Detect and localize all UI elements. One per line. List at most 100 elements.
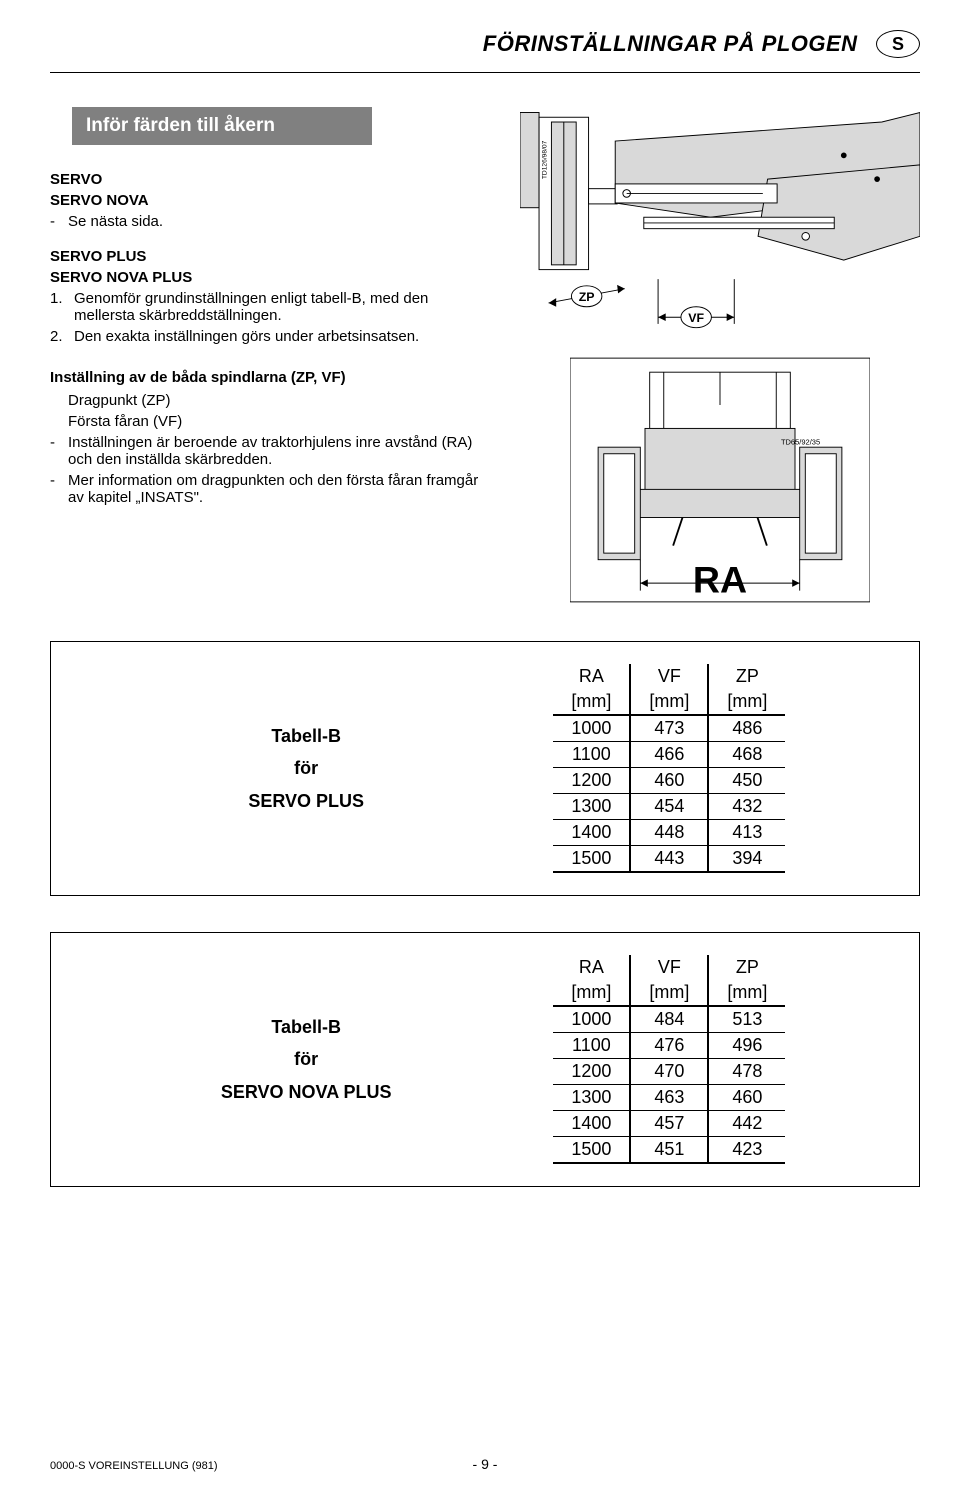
table-servo-plus-box: Tabell-B för SERVO PLUS RA VF ZP [mm] [m… [50, 641, 920, 896]
intro-line1: SERVO [50, 171, 492, 188]
th-zp: ZP [708, 664, 785, 689]
table-cell: 1400 [553, 1111, 630, 1137]
t2-title-l2: för [99, 1043, 513, 1075]
plow-diagram: ZP VF TD126/98/07 [520, 107, 920, 337]
table-cell: 513 [708, 1006, 785, 1033]
table-cell: 460 [708, 1085, 785, 1111]
plus-block: SERVO PLUS SERVO NOVA PLUS 1. Genomför g… [50, 248, 492, 345]
ra-label: RA [693, 559, 747, 601]
table-cell: 413 [708, 820, 785, 846]
table-cell: 1500 [553, 846, 630, 873]
plus-item2-text: Den exakta inställningen görs under arbe… [74, 328, 419, 345]
table-cell: 484 [630, 1006, 708, 1033]
tractor-diagram: TD65/92/35 RA [520, 355, 920, 605]
table-cell: 432 [708, 794, 785, 820]
table-cell: 1200 [553, 768, 630, 794]
t1-title-l2: för [99, 752, 513, 784]
header-rule [50, 72, 920, 73]
zp-label: ZP [579, 290, 595, 304]
intro-bullet: - [50, 213, 68, 230]
header-title: FÖRINSTÄLLNINGAR PÅ PLOGEN [483, 31, 858, 57]
t2-title-l3: SERVO NOVA PLUS [99, 1076, 513, 1108]
table-cell: 423 [708, 1137, 785, 1164]
table-row: 1100466468 [553, 742, 785, 768]
table-cell: 470 [630, 1059, 708, 1085]
plus-item1-text: Genomför grundinställningen enligt tabel… [74, 290, 492, 324]
th-unit-3: [mm] [708, 689, 785, 715]
table-cell: 457 [630, 1111, 708, 1137]
table-servo-nova-plus-box: Tabell-B för SERVO NOVA PLUS RA VF ZP [m… [50, 932, 920, 1187]
t1-title-l3: SERVO PLUS [99, 785, 513, 817]
th2-unit-3: [mm] [708, 980, 785, 1006]
table-cell: 1000 [553, 715, 630, 742]
table-cell: 460 [630, 768, 708, 794]
instr-sub2: Första fåran (VF) [68, 413, 492, 430]
instr-b1-text: Inställningen är beroende av traktorhjul… [68, 434, 492, 468]
vf-label: VF [688, 311, 704, 325]
table-cell: 496 [708, 1033, 785, 1059]
table-cell: 451 [630, 1137, 708, 1164]
table-cell: 486 [708, 715, 785, 742]
plus-item1-num: 1. [50, 290, 74, 324]
section-banner: Inför färden till åkern [72, 107, 372, 145]
table-cell: 476 [630, 1033, 708, 1059]
th-unit-1: [mm] [553, 689, 630, 715]
table-servo-nova-plus-title: Tabell-B för SERVO NOVA PLUS [99, 1011, 513, 1108]
plus-line2: SERVO NOVA PLUS [50, 269, 492, 286]
intro-line2: SERVO NOVA [50, 192, 492, 209]
plow-ref-label: TD126/98/07 [542, 140, 549, 179]
plus-line1: SERVO PLUS [50, 248, 492, 265]
table-cell: 468 [708, 742, 785, 768]
table-servo-plus-title: Tabell-B för SERVO PLUS [99, 720, 513, 817]
table-row: 1000473486 [553, 715, 785, 742]
table-cell: 1200 [553, 1059, 630, 1085]
table-cell: 1100 [553, 1033, 630, 1059]
table-cell: 454 [630, 794, 708, 820]
language-badge: S [876, 30, 920, 58]
table-row: 1500443394 [553, 846, 785, 873]
th2-ra: RA [553, 955, 630, 980]
table-cell: 1300 [553, 1085, 630, 1111]
th2-zp: ZP [708, 955, 785, 980]
intro-line3-text: Se nästa sida. [68, 213, 163, 230]
th-unit-2: [mm] [630, 689, 708, 715]
table-servo-nova-plus: RA VF ZP [mm] [mm] [mm] 1000484513110047… [553, 955, 785, 1164]
table-cell: 443 [630, 846, 708, 873]
table-cell: 448 [630, 820, 708, 846]
table-cell: 463 [630, 1085, 708, 1111]
table-row: 1400448413 [553, 820, 785, 846]
table-cell: 442 [708, 1111, 785, 1137]
instr-heading: Inställning av de båda spindlarna (ZP, V… [50, 369, 492, 386]
th2-vf: VF [630, 955, 708, 980]
t2-title-l1: Tabell-B [99, 1011, 513, 1043]
table-row: 1300454432 [553, 794, 785, 820]
table-servo-plus: RA VF ZP [mm] [mm] [mm] 1000473486110046… [553, 664, 785, 873]
footer-page-num: - 9 - [473, 1456, 498, 1472]
table-cell: 478 [708, 1059, 785, 1085]
th2-unit-1: [mm] [553, 980, 630, 1006]
th-ra: RA [553, 664, 630, 689]
table-cell: 1300 [553, 794, 630, 820]
table-cell: 450 [708, 768, 785, 794]
table-row: 1500451423 [553, 1137, 785, 1164]
table-row: 1300463460 [553, 1085, 785, 1111]
t1-title-l1: Tabell-B [99, 720, 513, 752]
table-cell: 466 [630, 742, 708, 768]
table-row: 1000484513 [553, 1006, 785, 1033]
plus-item2-num: 2. [50, 328, 74, 345]
instr-sub1: Dragpunkt (ZP) [68, 392, 492, 409]
table-cell: 1000 [553, 1006, 630, 1033]
table-cell: 1100 [553, 742, 630, 768]
table-cell: 473 [630, 715, 708, 742]
instr-b2-dash: - [50, 472, 68, 506]
table-cell: 394 [708, 846, 785, 873]
page-header: FÖRINSTÄLLNINGAR PÅ PLOGEN S [50, 30, 920, 58]
table-row: 1200460450 [553, 768, 785, 794]
table-row: 1200470478 [553, 1059, 785, 1085]
instr-b2-text: Mer information om dragpunkten och den f… [68, 472, 492, 506]
page-footer: 0000-S VOREINSTELLUNG (981) - 9 - [50, 1460, 920, 1472]
table-row: 1400457442 [553, 1111, 785, 1137]
table-cell: 1500 [553, 1137, 630, 1164]
table-row: 1100476496 [553, 1033, 785, 1059]
intro-block: SERVO SERVO NOVA - Se nästa sida. [50, 171, 492, 230]
